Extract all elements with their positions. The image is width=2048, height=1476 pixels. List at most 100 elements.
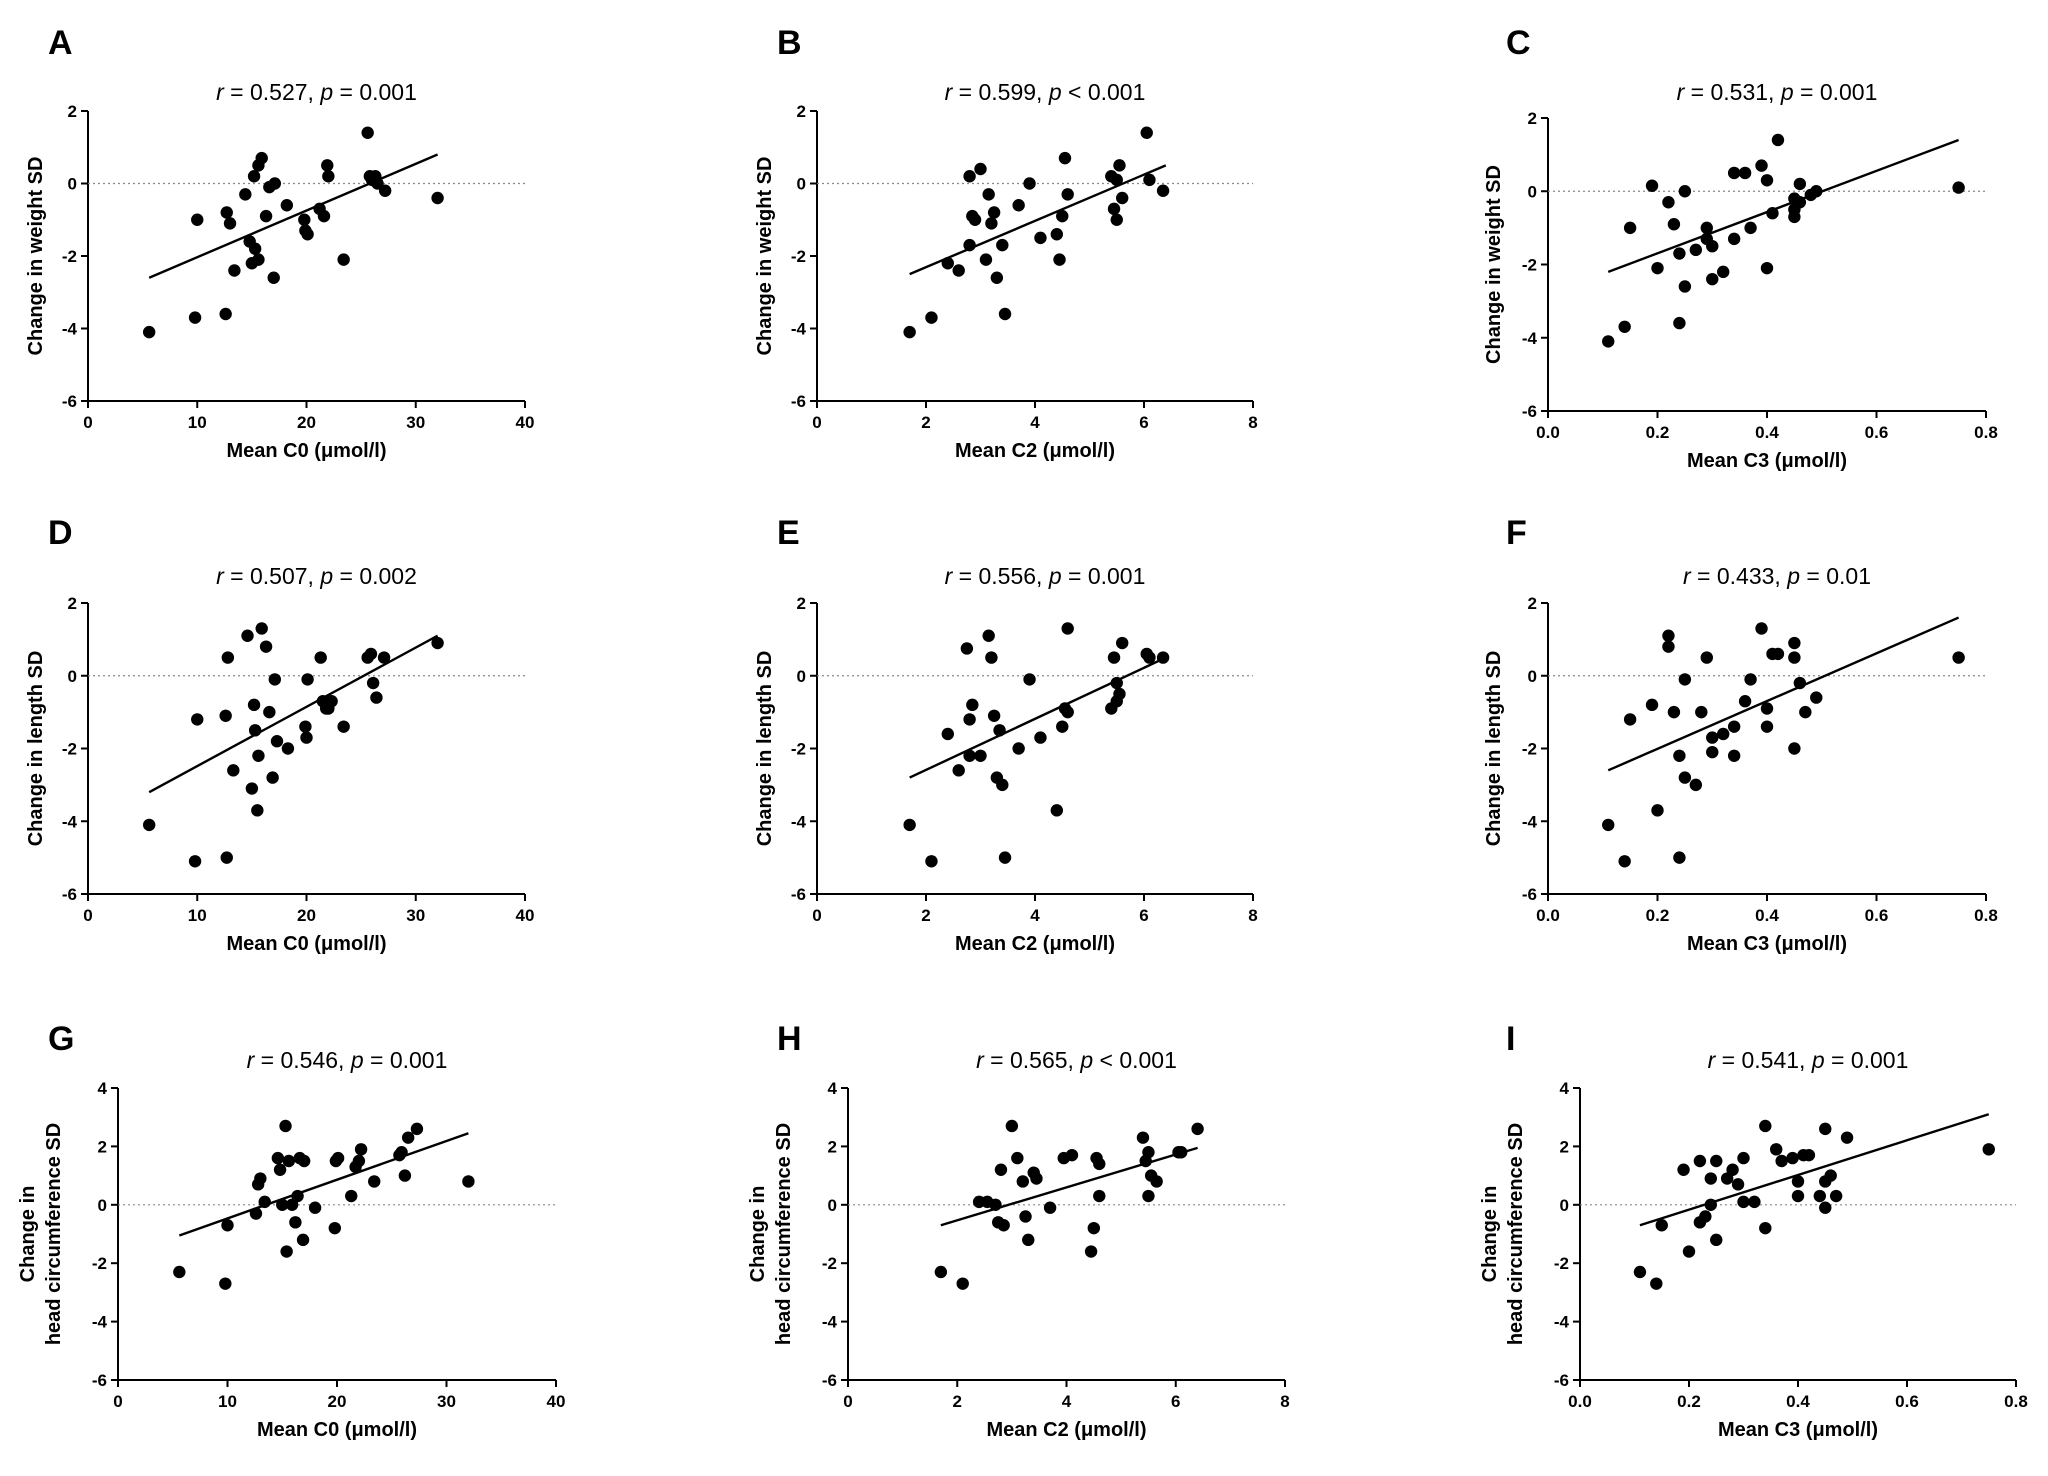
correlation-title: r = 0.546, p = 0.001	[247, 1047, 448, 1073]
data-point	[296, 1233, 310, 1247]
x-tick-label: 10	[188, 906, 207, 925]
data-point	[1727, 720, 1741, 733]
data-point	[268, 673, 282, 686]
panel-h: Hr = 0.565, p < 0.001 -6 -4 -2 0 2 4 0 2 4 6 8 Mean …	[747, 1020, 1290, 1441]
data-point	[1053, 253, 1066, 266]
data-point	[462, 1175, 475, 1188]
x-axis-label: Mean C0 (μmol/l)	[257, 1419, 417, 1441]
panel-b: Br = 0.599, p < 0.001 -6 -4 -2 0 2 0 2 4 6 8 Mean C…	[754, 24, 1258, 462]
y-tick-label: -2	[1522, 740, 1537, 759]
data-point	[221, 1219, 234, 1232]
data-point	[331, 1151, 345, 1165]
data-point	[227, 764, 240, 777]
data-point	[1673, 749, 1686, 762]
y-tick-label: 0	[68, 175, 77, 194]
x-tick-label: 0.8	[2004, 1392, 2028, 1411]
data-point	[1738, 166, 1752, 180]
data-point	[974, 162, 987, 176]
y-axis-label: head circumference SD	[1505, 1123, 1527, 1345]
data-point	[270, 735, 284, 748]
y-tick-label: -4	[1554, 1313, 1570, 1332]
y-tick-label: -4	[822, 1313, 838, 1332]
data-point	[1023, 177, 1036, 190]
x-tick-label: 40	[547, 1392, 566, 1411]
data-point	[259, 640, 273, 653]
y-tick-label: 0	[1528, 182, 1537, 201]
data-point	[1813, 1189, 1827, 1203]
data-point	[321, 159, 334, 172]
data-point	[219, 1277, 232, 1290]
y-tick-label: 0	[1560, 1196, 1569, 1215]
data-point	[1061, 188, 1074, 201]
x-tick-label: 0.2	[1646, 906, 1670, 925]
regression-line	[909, 656, 1167, 779]
x-tick-label: 0.0	[1536, 423, 1560, 442]
data-point	[142, 818, 156, 832]
data-point	[979, 253, 993, 266]
data-point	[1952, 651, 1965, 664]
y-tick-label: 2	[68, 594, 77, 613]
data-point	[220, 206, 233, 219]
data-point	[268, 177, 282, 190]
data-point	[1633, 1265, 1647, 1279]
data-point	[245, 782, 259, 795]
data-point	[301, 228, 314, 241]
x-axis-label: Mean C3 (μmol/l)	[1718, 1419, 1878, 1441]
data-point	[255, 622, 268, 635]
data-point	[228, 264, 241, 277]
data-point	[1143, 173, 1156, 187]
x-axis-label: Mean C0 (μmol/l)	[226, 440, 386, 462]
data-point	[1116, 636, 1129, 650]
data-point	[987, 206, 1001, 219]
data-point	[903, 818, 916, 832]
y-tick-label: -2	[822, 1254, 837, 1273]
y-tick-label: -6	[92, 1371, 107, 1390]
data-point	[191, 713, 204, 726]
x-tick-label: 10	[188, 413, 207, 432]
data-point	[1677, 1163, 1690, 1176]
data-point	[239, 188, 252, 201]
data-point	[963, 170, 976, 183]
data-point	[1748, 1195, 1761, 1209]
data-point	[1012, 199, 1025, 212]
data-point	[282, 1154, 296, 1168]
data-point	[1673, 316, 1686, 330]
data-point	[1770, 1143, 1783, 1156]
data-point	[1760, 702, 1774, 715]
data-point	[258, 1195, 271, 1209]
data-point	[1759, 1221, 1772, 1235]
data-point	[297, 1154, 311, 1168]
data-point	[1731, 1178, 1745, 1191]
y-tick-label: 2	[797, 102, 806, 121]
y-axis-label: Change in	[17, 1186, 39, 1283]
data-point	[1618, 320, 1631, 333]
y-tick-label: 4	[828, 1079, 838, 1098]
data-point	[1788, 742, 1801, 755]
data-point	[994, 1163, 1008, 1176]
data-point	[1824, 1169, 1837, 1182]
data-point	[1840, 1131, 1854, 1144]
y-tick-label: 0	[797, 667, 806, 686]
data-point	[1050, 228, 1064, 241]
data-point	[998, 307, 1012, 321]
y-tick-label: 4	[98, 1079, 108, 1098]
data-point	[925, 855, 938, 868]
data-point	[1704, 1172, 1718, 1185]
data-point	[273, 1163, 287, 1176]
x-tick-label: 2	[953, 1392, 962, 1411]
data-point	[361, 126, 374, 139]
data-point	[1706, 731, 1719, 744]
x-tick-label: 4	[1030, 906, 1040, 925]
data-point	[1744, 221, 1757, 235]
regression-line	[940, 1146, 1198, 1227]
data-point	[996, 238, 1009, 252]
data-point	[364, 647, 378, 661]
data-point	[1136, 1131, 1150, 1144]
data-point	[1655, 1219, 1668, 1232]
data-point	[941, 727, 954, 741]
x-tick-label: 0.2	[1646, 423, 1670, 442]
correlation-title: r = 0.599, p < 0.001	[945, 79, 1146, 105]
data-point	[1084, 1245, 1098, 1258]
